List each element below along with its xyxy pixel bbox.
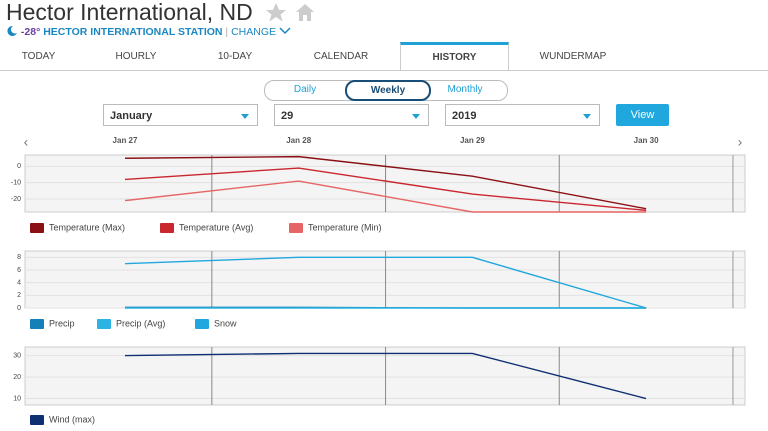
change-link[interactable]: CHANGE (231, 26, 277, 38)
toggle-option[interactable]: Monthly (447, 84, 483, 95)
tab[interactable]: CALENDAR (313, 51, 369, 62)
series-line (124, 167, 647, 212)
y-tick-label: 8 (17, 254, 21, 261)
legend-swatch (97, 319, 111, 329)
legend-swatch (30, 415, 44, 425)
home-icon[interactable] (294, 2, 316, 22)
plot-area (24, 346, 746, 406)
plot-area (24, 250, 746, 309)
star-icon[interactable] (265, 2, 287, 22)
month-select[interactable]: January (103, 104, 258, 126)
tab[interactable]: HISTORY (400, 42, 509, 70)
legend-label: Snow (214, 318, 237, 328)
prev-arrow[interactable]: ‹ (24, 134, 29, 150)
y-tick-label: 6 (17, 267, 21, 274)
toggle-option[interactable]: Daily (293, 84, 317, 95)
tab[interactable]: WUNDERMAP (539, 51, 607, 62)
legend-label: Precip (Avg) (116, 318, 165, 328)
y-tick-label: 20 (13, 374, 21, 381)
legend-swatch (160, 223, 174, 233)
title-text: Hector International, ND (6, 0, 253, 25)
view-button[interactable]: View (616, 104, 669, 126)
legend-swatch (289, 223, 303, 233)
x-tick-label: Jan 27 (113, 136, 138, 145)
y-tick-label: 0 (17, 163, 21, 170)
year-value: 2019 (452, 110, 477, 122)
toggle-option[interactable]: Weekly (345, 80, 431, 101)
y-tick-label: 4 (17, 280, 21, 287)
next-arrow[interactable]: › (738, 134, 743, 150)
legend-label: Temperature (Min) (308, 222, 382, 232)
y-tick-label: -20 (11, 196, 21, 203)
legend-swatch (30, 319, 44, 329)
month-value: January (110, 110, 153, 122)
legend-label: Temperature (Avg) (179, 222, 253, 232)
current-temp: -28° (20, 26, 41, 38)
series-line (124, 256, 647, 309)
year-select[interactable]: 2019 (445, 104, 600, 126)
legend-label: Precip (49, 318, 75, 328)
y-tick-label: 30 (13, 352, 21, 359)
tab[interactable]: HOURLY (115, 51, 157, 62)
chevron (279, 27, 291, 35)
y-tick-label: 2 (17, 292, 21, 299)
day-select[interactable]: 29 (274, 104, 429, 126)
series-line (124, 352, 647, 400)
moon-icon (7, 25, 17, 36)
location-title: Hector International, ND (6, 0, 316, 26)
separator: | (225, 26, 229, 38)
x-tick-label: Jan 30 (634, 136, 659, 145)
plot-area (24, 154, 746, 213)
history-charts: ‹ › Jan 27 Jan 28 Jan 29 Jan 30 0 -10 -20 Tempe… (11, 134, 746, 425)
x-tick-label: Jan 29 (460, 136, 485, 145)
y-tick-label: -10 (11, 180, 21, 187)
tab-underline (0, 70, 768, 71)
tab[interactable]: TODAY (21, 51, 56, 62)
y-tick-label: 0 (17, 305, 21, 312)
y-tick-label: 10 (13, 395, 21, 402)
legend-swatch (30, 223, 44, 233)
legend-label: Wind (max) (49, 414, 95, 424)
day-value: 29 (281, 110, 294, 122)
series-line (124, 180, 647, 213)
legend-swatch (195, 319, 209, 329)
tab[interactable]: 10-DAY (217, 51, 253, 62)
x-tick-label: Jan 28 (286, 136, 311, 145)
station-name: HECTOR INTERNATIONAL STATION (43, 26, 223, 38)
station-line: -28° HECTOR INTERNATIONAL STATION | CHAN… (6, 25, 291, 38)
series-line (124, 155, 647, 210)
legend-label: Temperature (Max) (49, 222, 125, 232)
